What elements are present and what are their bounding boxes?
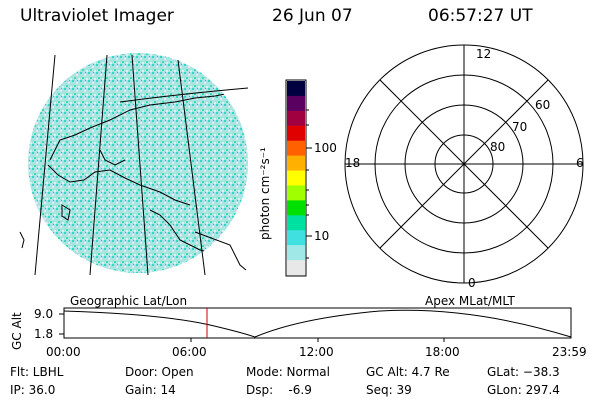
timeline-xtick-2359: 23:59 xyxy=(552,345,587,359)
mlt-label-18: 18 xyxy=(345,156,361,170)
colorbar-band xyxy=(287,230,305,246)
instrument-title: Ultraviolet Imager xyxy=(20,6,174,26)
colorbar-band xyxy=(287,215,305,231)
colorbar-band xyxy=(287,140,305,157)
timeline-xtick-0000: 00:00 xyxy=(46,345,81,359)
timeline-right-label: Apex MLat/MLT xyxy=(425,294,515,308)
colorbar-tick-10: 10 xyxy=(314,229,330,243)
mlat-label-60: 60 xyxy=(535,98,551,112)
timeline-xtick-0600: 06:00 xyxy=(172,345,207,359)
colorbar-unit-label: photon cm⁻²s⁻¹ xyxy=(258,147,272,240)
timeline-left-label: Geographic Lat/Lon xyxy=(70,294,188,308)
colorbar-tick-100: 100 xyxy=(314,141,337,155)
timeline-ytick-1-8: 1.8 xyxy=(34,327,54,341)
info-door: Door: Open xyxy=(125,365,194,379)
info-dsp: Dsp: -6.9 xyxy=(246,383,312,397)
mlat-label-80: 80 xyxy=(490,140,506,154)
colorbar-band xyxy=(287,200,305,216)
timeline-ytick-9: 9.0 xyxy=(34,307,54,321)
colorbar-band xyxy=(287,95,305,112)
colorbar-band xyxy=(287,245,305,261)
mlat-label-70: 70 xyxy=(512,120,528,134)
colorbar-band xyxy=(287,125,305,142)
timeline-y-label: GC Alt xyxy=(10,312,24,350)
info-filter: Flt: LBHL xyxy=(10,365,64,379)
earth-image xyxy=(19,53,249,276)
info-gain: Gain: 14 xyxy=(125,383,176,397)
colorbar-band xyxy=(287,170,305,186)
colorbar-band xyxy=(287,110,305,127)
info-ip: IP: 36.0 xyxy=(10,383,56,397)
info-seq: Seq: 39 xyxy=(366,383,412,397)
info-mode: Mode: Normal xyxy=(246,365,330,379)
colorbar-band xyxy=(287,260,305,276)
colorbar-band xyxy=(287,185,305,201)
colorbar-band xyxy=(287,155,305,172)
colorbar-band xyxy=(287,81,305,97)
mlt-label-0: 0 xyxy=(468,276,476,290)
colorbar xyxy=(285,79,312,277)
date-label: 26 Jun 07 xyxy=(272,6,353,26)
mlt-label-6: 6 xyxy=(576,156,584,170)
info-glon: GLon: 297.4 xyxy=(487,383,560,397)
mlt-label-12: 12 xyxy=(476,47,492,61)
info-gc-alt: GC Alt: 4.7 Re xyxy=(366,365,450,379)
timeline-panel xyxy=(59,307,572,342)
time-label: 06:57:27 UT xyxy=(428,6,533,26)
timeline-xtick-1800: 18:00 xyxy=(425,345,460,359)
timeline-xtick-1200: 12:00 xyxy=(299,345,334,359)
polar-plot xyxy=(344,44,584,284)
info-glat: GLat: −38.3 xyxy=(487,365,560,379)
